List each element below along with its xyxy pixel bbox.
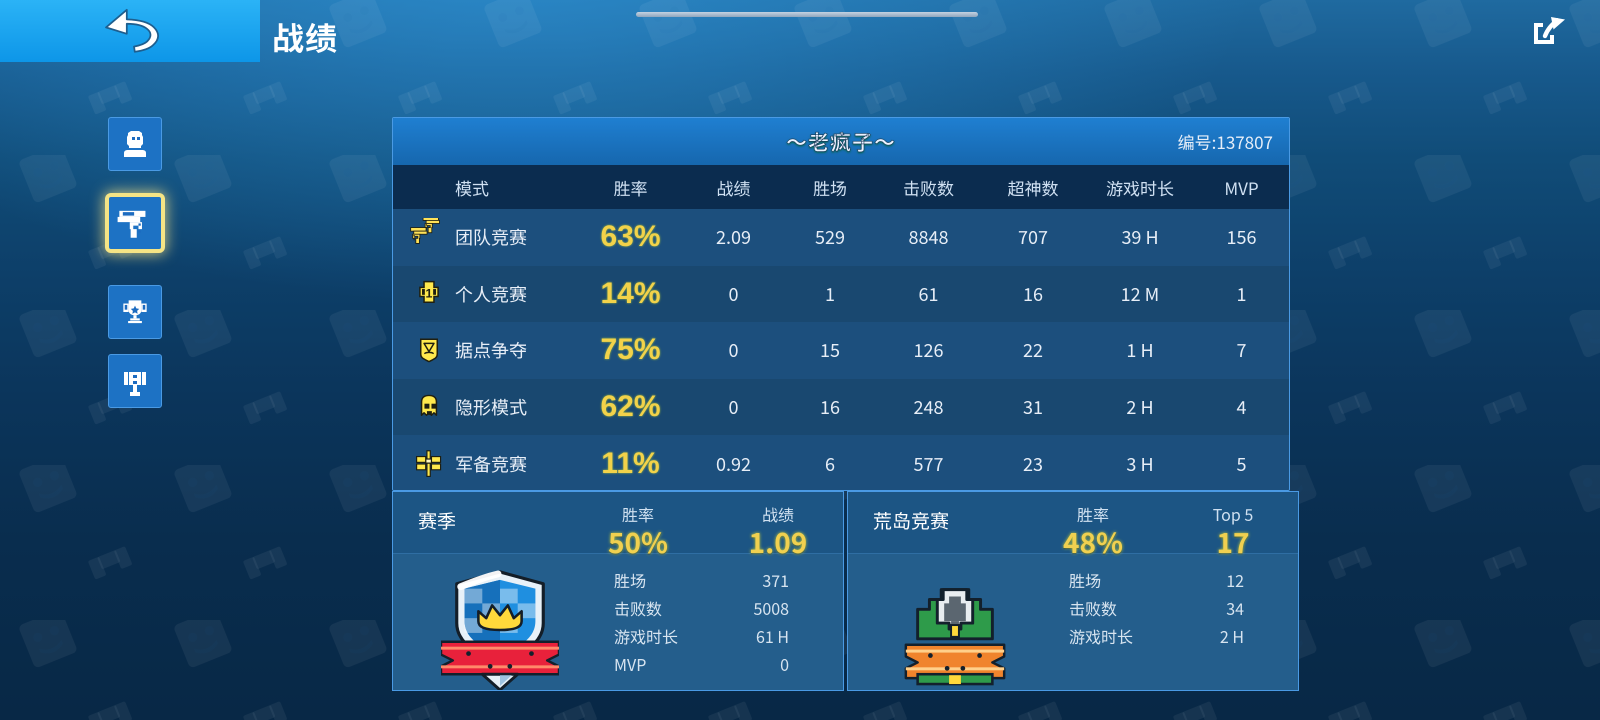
svg-text:1: 1 bbox=[426, 286, 433, 300]
